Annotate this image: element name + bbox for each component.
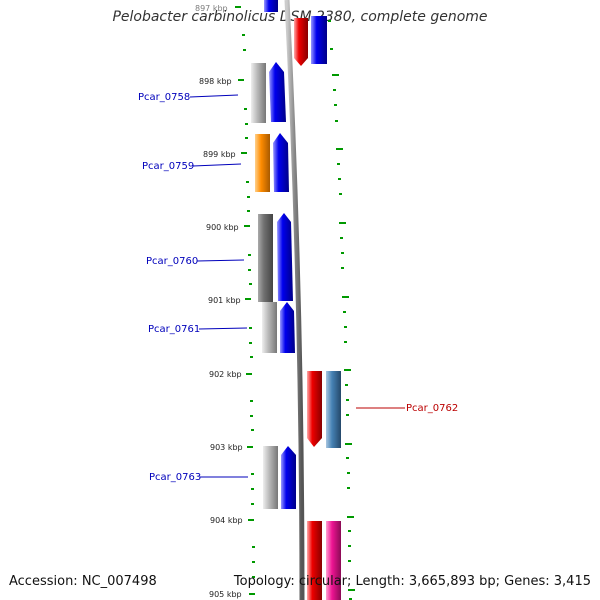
gene-label-Pcar_0763[interactable]: Pcar_0763 xyxy=(149,472,201,483)
leader-Pcar_0761 xyxy=(198,327,248,330)
ruler-label-905: 905 kbp xyxy=(209,590,242,599)
gene-Pcar_0760[interactable] xyxy=(277,213,293,301)
ruler-label-904: 904 kbp xyxy=(210,516,243,525)
gene-label-Pcar_0758[interactable]: Pcar_0758 xyxy=(138,92,190,103)
gene-Pcar_0760-cds[interactable] xyxy=(258,214,273,302)
gene-Pcar_0761-cds[interactable] xyxy=(262,302,277,353)
ruler-label-898: 898 kbp xyxy=(199,77,232,86)
gene-Pcar_0761[interactable] xyxy=(280,302,295,353)
gene-Pcar_0758[interactable] xyxy=(269,62,286,122)
gene-Pcar_0762[interactable] xyxy=(307,371,322,447)
gene-Pcar_0762-cds[interactable] xyxy=(326,371,341,448)
gene-Pcar_0758-cds[interactable] xyxy=(251,63,266,123)
leader-Pcar_0760 xyxy=(196,259,245,262)
gene-Pcar_0759[interactable] xyxy=(273,133,289,192)
gene-Pcar_0763-cds[interactable] xyxy=(263,446,278,509)
leader-Pcar_0759 xyxy=(192,163,242,167)
gene-label-Pcar_0759[interactable]: Pcar_0759 xyxy=(142,161,194,172)
gene-Pcar_0763[interactable] xyxy=(281,446,296,509)
ruler-label-899: 899 kbp xyxy=(203,150,236,159)
topology-label: Topology: circular; Length: 3,665,893 bp… xyxy=(233,574,591,589)
tick-column-left xyxy=(242,20,352,600)
ruler-label-902: 902 kbp xyxy=(209,370,242,379)
map-title: Pelobacter carbinolicus DSM 2380, comple… xyxy=(112,9,488,25)
gene-feature-top-blue[interactable] xyxy=(264,0,278,12)
kbp-ticks xyxy=(235,6,355,595)
gene-feature-bottom-magenta[interactable] xyxy=(326,521,341,600)
genome-backbone xyxy=(284,0,305,600)
leader-Pcar_0758 xyxy=(189,94,239,98)
ruler-label-900: 900 kbp xyxy=(206,223,239,232)
ruler-label-903: 903 kbp xyxy=(210,443,243,452)
gene-label-Pcar_0761[interactable]: Pcar_0761 xyxy=(148,324,200,335)
gene-label-Pcar_0762[interactable]: Pcar_0762 xyxy=(406,403,458,414)
gene-feature-top-blue-right[interactable] xyxy=(311,16,327,64)
gene-label-Pcar_0760[interactable]: Pcar_0760 xyxy=(146,256,198,267)
gene-feature-top-red[interactable] xyxy=(294,18,308,66)
gene-feature-bottom-red[interactable] xyxy=(307,521,322,600)
ruler-label-897: 897 kbp xyxy=(195,4,228,13)
accession-label: Accession: NC_007498 xyxy=(9,574,157,589)
ruler-label-901: 901 kbp xyxy=(208,296,241,305)
gene-Pcar_0759-cds[interactable] xyxy=(255,134,270,192)
